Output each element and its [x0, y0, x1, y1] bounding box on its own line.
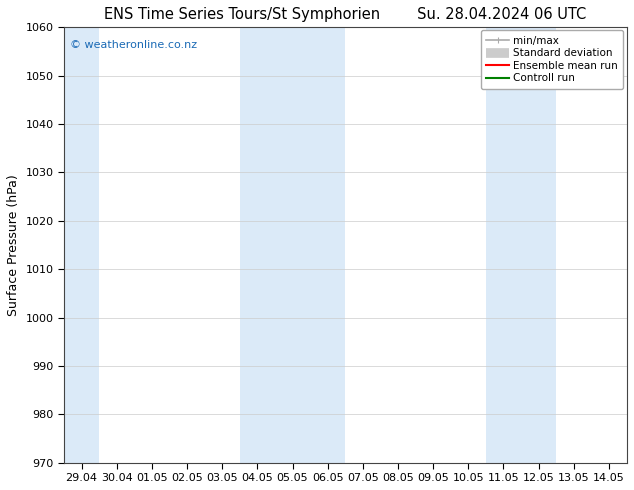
Text: © weatheronline.co.nz: © weatheronline.co.nz [70, 40, 197, 50]
Bar [240, 27, 346, 463]
Legend: min/max, Standard deviation, Ensemble mean run, Controll run: min/max, Standard deviation, Ensemble me… [481, 30, 623, 89]
Title: ENS Time Series Tours/St Symphorien        Su. 28.04.2024 06 UTC: ENS Time Series Tours/St Symphorien Su. … [104, 7, 586, 22]
Y-axis label: Surface Pressure (hPa): Surface Pressure (hPa) [7, 174, 20, 316]
Bar [64, 27, 99, 463]
Bar [486, 27, 556, 463]
